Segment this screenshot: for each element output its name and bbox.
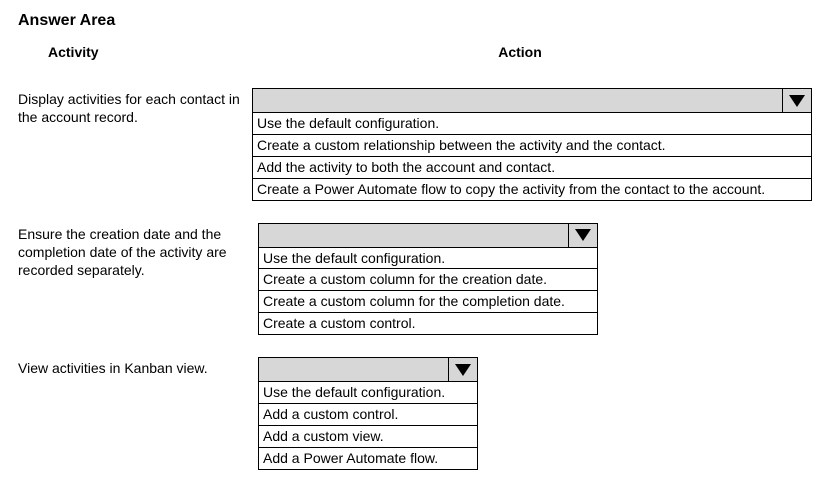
dropdown-option[interactable]: Add a custom view. — [259, 426, 477, 448]
dropdown-options-list: Use the default configuration.Add a cust… — [259, 382, 477, 469]
activity-label: Display activities for each contact in t… — [18, 88, 252, 126]
chevron-down-icon[interactable] — [449, 358, 477, 381]
dropdown-option[interactable]: Use the default configuration. — [259, 382, 477, 404]
chevron-down-icon[interactable] — [783, 89, 811, 112]
dropdown-selected-value — [259, 358, 449, 381]
action-dropdown[interactable]: Use the default configuration.Create a c… — [258, 223, 598, 336]
header-activity: Activity — [48, 44, 288, 60]
dropdown-select-bar[interactable] — [259, 224, 597, 248]
chevron-down-icon[interactable] — [569, 224, 597, 247]
action-dropdown[interactable]: Use the default configuration.Create a c… — [252, 88, 812, 201]
question-row: Display activities for each contact in t… — [18, 88, 812, 201]
question-row: Ensure the creation date and the complet… — [18, 223, 812, 336]
header-action: Action — [288, 44, 812, 60]
dropdown-select-bar[interactable] — [259, 358, 477, 382]
dropdown-option[interactable]: Create a custom relationship between the… — [253, 135, 811, 157]
question-row: View activities in Kanban view.Use the d… — [18, 357, 812, 470]
action-dropdown[interactable]: Use the default configuration.Add a cust… — [258, 357, 478, 470]
dropdown-option[interactable]: Create a custom control. — [259, 313, 597, 334]
activity-label: Ensure the creation date and the complet… — [18, 223, 258, 280]
dropdown-option[interactable]: Use the default configuration. — [259, 248, 597, 270]
dropdown-options-list: Use the default configuration.Create a c… — [253, 113, 811, 200]
activity-label: View activities in Kanban view. — [18, 357, 258, 377]
dropdown-option[interactable]: Add a Power Automate flow. — [259, 448, 477, 469]
dropdown-selected-value — [253, 89, 783, 112]
dropdown-option[interactable]: Add a custom control. — [259, 404, 477, 426]
dropdown-selected-value — [259, 224, 569, 247]
page-title: Answer Area — [18, 12, 812, 30]
rows-container: Display activities for each contact in t… — [18, 88, 812, 470]
dropdown-option[interactable]: Create a Power Automate flow to copy the… — [253, 179, 811, 200]
dropdown-option[interactable]: Create a custom column for the creation … — [259, 269, 597, 291]
dropdown-select-bar[interactable] — [253, 89, 811, 113]
dropdown-option[interactable]: Create a custom column for the completio… — [259, 291, 597, 313]
dropdown-option[interactable]: Use the default configuration. — [253, 113, 811, 135]
dropdown-option[interactable]: Add the activity to both the account and… — [253, 157, 811, 179]
column-headers: Activity Action — [18, 44, 812, 60]
dropdown-options-list: Use the default configuration.Create a c… — [259, 248, 597, 335]
